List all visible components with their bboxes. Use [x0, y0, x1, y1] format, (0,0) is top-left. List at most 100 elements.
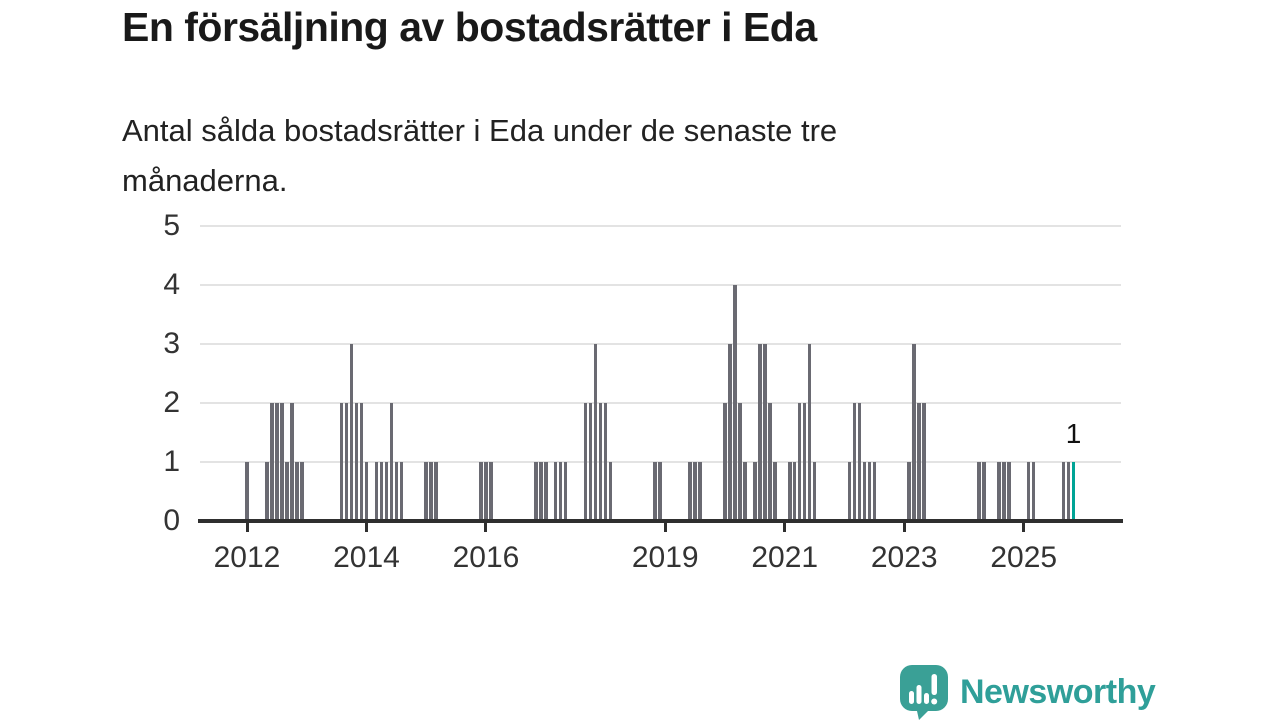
- bar: [593, 344, 598, 519]
- bar: [847, 462, 852, 519]
- bar: [359, 403, 364, 519]
- bar: [802, 403, 807, 519]
- x-axis-line: [198, 519, 1123, 523]
- bar: [997, 462, 1001, 519]
- bar: [857, 403, 862, 519]
- bar: [852, 403, 857, 519]
- bar: [299, 462, 304, 519]
- bar: [1002, 462, 1006, 519]
- bar: [290, 403, 294, 519]
- bar: [489, 462, 493, 519]
- logo-bar-1: [909, 691, 914, 704]
- bar: [543, 462, 548, 519]
- bar: [538, 462, 543, 519]
- bar: [484, 462, 488, 519]
- bar: [280, 403, 284, 519]
- bar: [917, 403, 921, 519]
- bar: [275, 403, 279, 519]
- x-axis-tick-2012: [245, 522, 249, 532]
- bar: [767, 403, 772, 519]
- bar: [294, 462, 299, 519]
- bar: [723, 403, 727, 519]
- bar: [688, 462, 692, 519]
- y-axis-label-2: 2: [163, 386, 180, 419]
- bar: [982, 462, 986, 519]
- x-axis-label-2021: 2021: [751, 541, 819, 574]
- bar: [588, 403, 593, 519]
- bar: [738, 403, 742, 519]
- bar: [553, 462, 558, 519]
- bar: [758, 344, 762, 519]
- gridline-y3: [200, 343, 1121, 345]
- bar-chart: 0 1 2 3 4 5 2012 2014 2016 2019 2021 2023 2025 1: [163, 209, 1123, 574]
- bar: [245, 462, 249, 519]
- bar: [698, 462, 702, 519]
- bar: [907, 462, 911, 519]
- bar: [1066, 462, 1071, 519]
- bar: [379, 462, 384, 519]
- bar: [787, 462, 792, 519]
- bar: [872, 462, 877, 519]
- bar: [533, 462, 538, 519]
- bar: [862, 462, 867, 519]
- newsworthy-logo-icon: [900, 665, 948, 720]
- bar: [792, 462, 797, 519]
- bar: [339, 403, 344, 519]
- bar: [807, 344, 812, 519]
- bar: [728, 344, 732, 519]
- x-axis-label-2014: 2014: [333, 541, 400, 574]
- y-axis-label-4: 4: [163, 268, 180, 301]
- bar: [344, 403, 349, 519]
- bar: [743, 462, 747, 519]
- bar: [763, 344, 767, 519]
- bar: [867, 462, 872, 519]
- bar: [693, 462, 697, 519]
- bar: [434, 462, 438, 519]
- page-title: En försäljning av bostadsrätter i Eda: [122, 4, 817, 50]
- bar: [479, 462, 483, 519]
- y-axis-label-0: 0: [163, 504, 180, 537]
- speech-bubble-shape: [900, 665, 948, 720]
- bar: [1061, 462, 1066, 519]
- bar: [424, 462, 429, 519]
- y-axis-label-3: 3: [163, 327, 180, 360]
- bar: [349, 344, 354, 519]
- gridline-y4: [200, 284, 1121, 286]
- bar: [977, 462, 981, 519]
- bar: [285, 462, 289, 519]
- bar: [399, 462, 404, 519]
- bar: [912, 344, 916, 519]
- bar: [270, 403, 274, 519]
- bar: [753, 462, 757, 519]
- bar: [1026, 462, 1031, 519]
- x-axis-tick-2019: [663, 522, 667, 532]
- bar: [658, 462, 663, 519]
- bar: [922, 403, 926, 519]
- y-axis-label-1: 1: [163, 445, 180, 478]
- logo-exclamation-line: [931, 674, 937, 695]
- bar: [733, 285, 737, 519]
- bar: [394, 462, 399, 519]
- newsworthy-logo: Newsworthy: [898, 663, 1156, 720]
- bar: [558, 462, 563, 519]
- bar: [603, 403, 608, 519]
- bar: [374, 462, 379, 519]
- x-axis-tick-2014: [364, 522, 368, 532]
- x-axis-tick-2025: [1022, 522, 1026, 532]
- bar-highlighted: [1071, 462, 1076, 519]
- chart-subtitle: Antal sålda bostadsrätter i Eda under de…: [122, 113, 838, 198]
- y-axis-label-5: 5: [163, 209, 180, 242]
- x-axis-tick-2016: [484, 522, 488, 532]
- x-axis-label-2016: 2016: [452, 541, 520, 574]
- bar: [384, 462, 389, 519]
- newsworthy-logo-text: Newsworthy: [960, 672, 1156, 711]
- x-axis-tick-2021: [783, 522, 787, 532]
- bar: [653, 462, 658, 519]
- logo-bar-2: [916, 685, 922, 704]
- bar: [583, 403, 588, 519]
- bar: [429, 462, 434, 519]
- bar: [364, 462, 369, 519]
- logo-exclamation-dot: [931, 698, 938, 705]
- x-axis-label-2019: 2019: [631, 541, 699, 574]
